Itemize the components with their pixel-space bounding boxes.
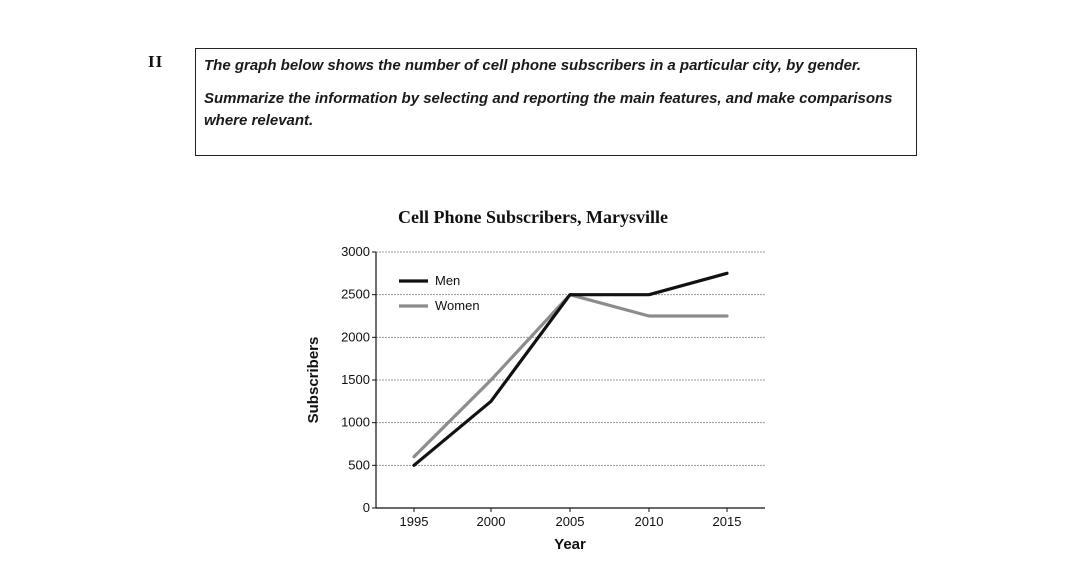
y-tick-label-0: 0: [363, 500, 370, 515]
series-lines: [412, 271, 729, 467]
x-tick-label-2015: 2015: [713, 514, 742, 529]
prompt-line-1: The graph below shows the number of cell…: [204, 57, 862, 74]
chart-title: Cell Phone Subscribers, Marysville: [398, 207, 668, 227]
y-tick-label-1500: 1500: [341, 372, 370, 387]
y-tick-label-500: 500: [348, 457, 370, 472]
y-tick-labels: 0 500 1000 1500 2000 2500 3000: [341, 244, 370, 515]
series-line-men: [412, 271, 729, 467]
y-axis-title: Subscribers: [305, 337, 322, 424]
grid-lines: [376, 251, 765, 466]
x-tick-label-2005: 2005: [556, 514, 585, 529]
y-tick-label-2000: 2000: [341, 329, 370, 344]
x-tick-labels: 1995 2000 2005 2010 2015: [400, 514, 742, 529]
axes: [372, 251, 765, 512]
x-axis-title: Year: [554, 536, 586, 553]
legend: Men Women: [399, 273, 480, 313]
series-line-women: [412, 293, 729, 459]
legend-label-women: Women: [435, 298, 480, 313]
x-tick-label-2000: 2000: [477, 514, 506, 529]
task-prompt-box: The graph below shows the number of cell…: [195, 48, 917, 156]
y-tick-label-1000: 1000: [341, 415, 370, 430]
legend-label-men: Men: [435, 273, 460, 288]
prompt-line-2: Summarize the information by selecting a…: [204, 90, 893, 129]
section-number: II: [148, 52, 164, 71]
x-tick-label-2010: 2010: [635, 514, 664, 529]
y-tick-label-3000: 3000: [341, 244, 370, 259]
y-tick-label-2500: 2500: [341, 287, 370, 302]
x-tick-label-1995: 1995: [400, 514, 429, 529]
